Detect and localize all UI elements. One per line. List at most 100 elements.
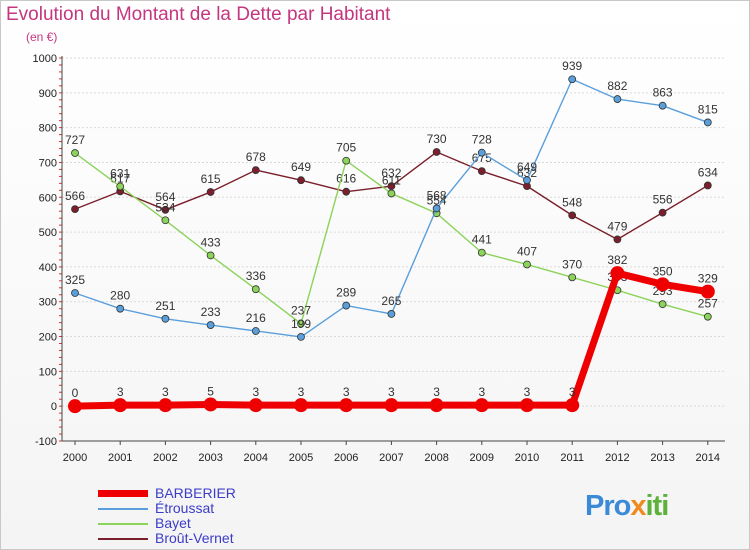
x-tick-label: 2010 xyxy=(515,452,539,464)
data-point-etroussat xyxy=(613,95,622,103)
data-label-bayet: 727 xyxy=(65,133,85,147)
legend-label: BARBERIER xyxy=(155,485,236,501)
data-point-barberier xyxy=(203,397,218,412)
data-point-etroussat xyxy=(161,314,170,323)
y-tick-label: 400 xyxy=(39,262,57,274)
proxiti-logo: Proxiti xyxy=(585,490,669,523)
data-label-barberier: 3 xyxy=(569,385,576,399)
x-tick-label: 2014 xyxy=(696,452,720,464)
data-label-brout-vernet: 556 xyxy=(653,193,673,207)
data-point-barberier xyxy=(655,277,670,292)
legend-swatch xyxy=(98,508,148,510)
y-tick-label: 500 xyxy=(39,227,57,239)
y-tick-label: 700 xyxy=(39,157,57,169)
x-tick-label: 2012 xyxy=(605,452,629,464)
data-point-bayet xyxy=(71,149,79,157)
data-label-bayet: 534 xyxy=(155,200,175,214)
data-point-bayet xyxy=(116,182,125,191)
y-tick-label: 1000 xyxy=(33,53,57,65)
data-point-etroussat xyxy=(703,118,712,127)
x-tick-label: 2005 xyxy=(289,452,313,464)
data-label-bayet: 407 xyxy=(517,244,537,258)
y-tick-label: 600 xyxy=(39,192,57,204)
y-tick-label: 0 xyxy=(51,401,57,413)
data-label-brout-vernet: 616 xyxy=(336,172,356,186)
y-tick-label: -100 xyxy=(35,436,57,448)
data-label-brout-vernet: 615 xyxy=(201,172,221,186)
data-point-barberier xyxy=(339,398,354,413)
y-tick-label: 800 xyxy=(39,123,57,135)
data-label-brout-vernet: 678 xyxy=(246,150,266,164)
data-label-etroussat: 649 xyxy=(517,160,537,174)
legend-swatch xyxy=(98,523,148,525)
data-point-barberier xyxy=(700,284,715,299)
data-label-etroussat: 939 xyxy=(562,59,582,73)
data-label-etroussat: 815 xyxy=(698,102,718,116)
y-tick-label: 900 xyxy=(39,88,57,100)
logo-part-x: x xyxy=(630,490,646,522)
data-point-bayet xyxy=(568,273,577,282)
legend-label: Broût-Vernet xyxy=(155,530,234,546)
x-tick-label: 2008 xyxy=(424,452,448,464)
data-point-etroussat xyxy=(342,301,351,310)
data-label-bayet: 705 xyxy=(336,141,356,155)
x-tick-label: 2009 xyxy=(470,452,494,464)
data-label-barberier: 3 xyxy=(388,385,395,399)
y-tick-label: 200 xyxy=(39,332,57,344)
data-label-barberier: 3 xyxy=(252,385,259,399)
x-tick-label: 2006 xyxy=(334,452,358,464)
data-label-etroussat: 863 xyxy=(653,86,673,100)
data-point-bayet xyxy=(658,300,667,309)
data-point-barberier xyxy=(294,398,308,413)
data-label-bayet: 433 xyxy=(201,235,221,249)
data-label-etroussat: 289 xyxy=(336,286,356,300)
legend-swatch xyxy=(98,490,148,497)
data-point-brout-vernet xyxy=(613,235,622,244)
data-point-barberier xyxy=(384,398,399,413)
x-tick-label: 2013 xyxy=(650,452,674,464)
x-tick-label: 2011 xyxy=(560,452,584,464)
logo-part-iti: iti xyxy=(645,490,669,522)
data-label-brout-vernet: 675 xyxy=(472,151,492,165)
data-label-etroussat: 280 xyxy=(110,289,130,303)
data-label-bayet: 611 xyxy=(382,173,401,187)
x-tick-label: 2007 xyxy=(379,452,403,464)
data-label-barberier: 3 xyxy=(524,385,531,399)
data-point-bayet xyxy=(342,156,351,165)
data-point-etroussat xyxy=(297,332,305,341)
x-tick-label: 2001 xyxy=(108,452,132,464)
x-tick-label: 2000 xyxy=(63,452,87,464)
data-label-barberier: 382 xyxy=(607,253,627,267)
data-label-etroussat: 199 xyxy=(291,317,311,331)
y-tick-label: 100 xyxy=(39,366,57,378)
data-point-etroussat xyxy=(206,321,215,329)
x-tick-label: 2003 xyxy=(198,452,222,464)
data-point-brout-vernet xyxy=(432,148,441,156)
data-label-bayet: 257 xyxy=(698,297,718,311)
data-label-bayet: 370 xyxy=(562,257,582,271)
data-point-brout-vernet xyxy=(251,166,260,175)
legend-swatch xyxy=(98,538,148,540)
x-tick-label: 2004 xyxy=(244,452,268,464)
x-tick-label: 2002 xyxy=(153,452,177,464)
data-point-brout-vernet xyxy=(161,205,170,214)
data-point-etroussat xyxy=(387,310,396,318)
legend-label: Étroussat xyxy=(155,500,215,516)
data-point-brout-vernet xyxy=(206,188,215,196)
data-point-brout-vernet xyxy=(658,208,667,217)
data-label-etroussat: 568 xyxy=(427,188,447,202)
data-point-bayet xyxy=(206,251,215,260)
data-point-etroussat xyxy=(568,75,577,84)
data-point-barberier xyxy=(565,398,580,413)
data-point-bayet xyxy=(387,189,396,198)
data-point-etroussat xyxy=(116,304,125,313)
data-label-bayet: 237 xyxy=(291,304,311,318)
y-tick-label: 300 xyxy=(39,297,57,309)
chart-subtitle: (en €) xyxy=(26,30,58,44)
data-label-brout-vernet: 548 xyxy=(562,195,582,209)
logo-part-pro: Pro xyxy=(585,490,631,522)
data-label-etroussat: 882 xyxy=(607,79,627,93)
chart-title: Evolution du Montant de la Dette par Hab… xyxy=(6,4,391,25)
data-label-brout-vernet: 632 xyxy=(381,166,401,180)
